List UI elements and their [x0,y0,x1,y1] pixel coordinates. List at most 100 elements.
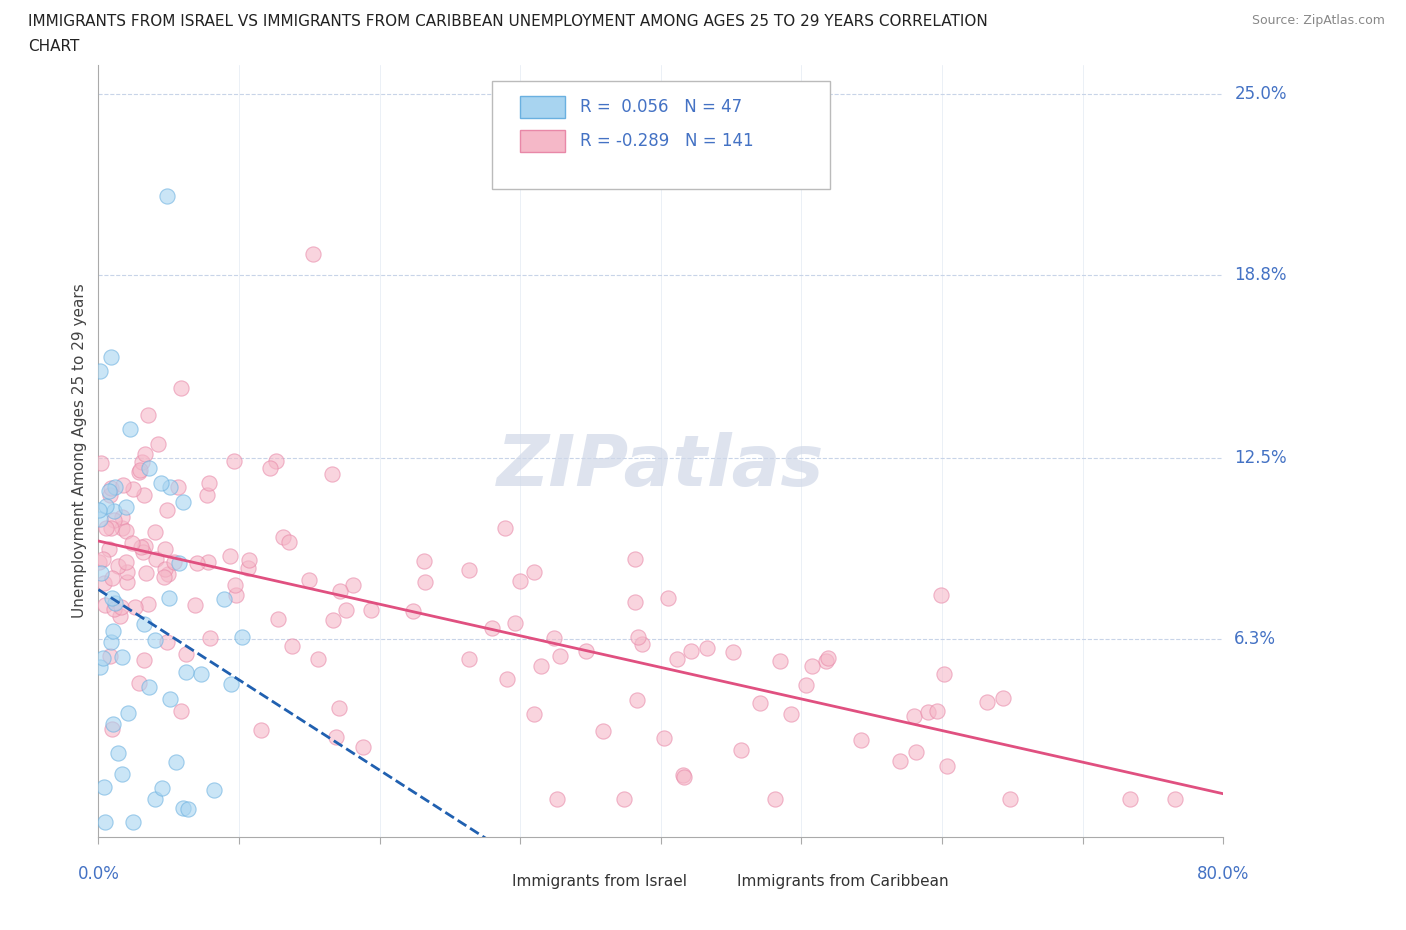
Point [307,651,329,666]
Bar [695,870,731,894]
Point [236,561,259,576]
Point [495,671,517,686]
Point [132,544,155,559]
Point [89,364,111,379]
Point [100,520,122,535]
Point [107,746,129,761]
Point [157,591,180,605]
Text: R =  0.056   N = 47: R = 0.056 N = 47 [579,98,742,115]
Point [481,620,503,635]
Point [129,539,152,554]
Point [100,635,122,650]
Point [104,596,127,611]
Point [134,617,156,631]
Point [548,649,571,664]
Point [325,730,347,745]
Text: ZIPatlas: ZIPatlas [498,432,824,501]
Point [131,455,153,470]
Point [494,521,516,536]
Y-axis label: Unemployment Among Ages 25 to 29 years: Unemployment Among Ages 25 to 29 years [72,284,87,618]
Point [794,677,817,692]
Point [925,703,948,718]
Point [543,631,565,645]
Point [936,759,959,774]
Point [415,575,437,590]
Point [150,781,173,796]
Point [352,739,374,754]
Point [159,691,181,706]
Point [679,644,702,658]
Point [800,658,823,673]
Point [153,541,176,556]
Point [117,706,139,721]
Point [503,615,526,630]
Point [530,658,553,673]
Point [665,652,688,667]
Point [103,602,125,617]
Point [592,724,614,738]
Point [134,446,156,461]
Point [138,460,160,475]
Point [177,802,200,817]
Point [101,570,124,585]
Point [115,575,138,590]
Point [136,597,159,612]
Point [932,667,955,682]
Point [87,502,110,517]
Point [652,731,675,746]
Point [143,791,166,806]
Point [769,654,792,669]
Point [97,484,120,498]
Point [176,665,198,680]
Text: 18.8%: 18.8% [1234,266,1286,284]
Bar [470,870,506,894]
Point [146,436,169,451]
Point [115,565,138,579]
Point [110,609,132,624]
Point [90,456,112,471]
Point [165,754,187,769]
Point [156,634,179,649]
Point [190,666,212,681]
Point [903,709,925,724]
Point [198,476,221,491]
Point [851,732,873,747]
Point [110,599,132,614]
Point [360,603,382,618]
Point [159,480,181,495]
Point [89,512,111,526]
Text: Immigrants from Caribbean: Immigrants from Caribbean [737,874,949,889]
Point [225,588,247,603]
Point [94,815,117,830]
Point [128,465,150,480]
Point [172,801,194,816]
Text: 0.0%: 0.0% [77,865,120,883]
Point [342,578,364,592]
Point [814,654,837,669]
Point [98,487,121,502]
Point [134,538,156,553]
Point [111,477,134,492]
Point [155,561,177,576]
Text: Immigrants from Israel: Immigrants from Israel [512,874,688,889]
Point [128,676,150,691]
Point [509,573,531,588]
Point [302,247,325,262]
Point [121,536,143,551]
Point [458,652,481,667]
Point [412,553,434,568]
Point [458,563,481,578]
Point [278,535,301,550]
Point [184,598,207,613]
Point [222,453,245,468]
Point [231,630,253,644]
Point [103,503,125,518]
Text: 80.0%: 80.0% [1197,865,1250,883]
Point [197,554,219,569]
FancyBboxPatch shape [492,81,830,189]
Point [322,612,344,627]
Point [94,499,117,514]
Point [613,791,636,806]
Point [264,453,287,468]
Point [150,476,173,491]
